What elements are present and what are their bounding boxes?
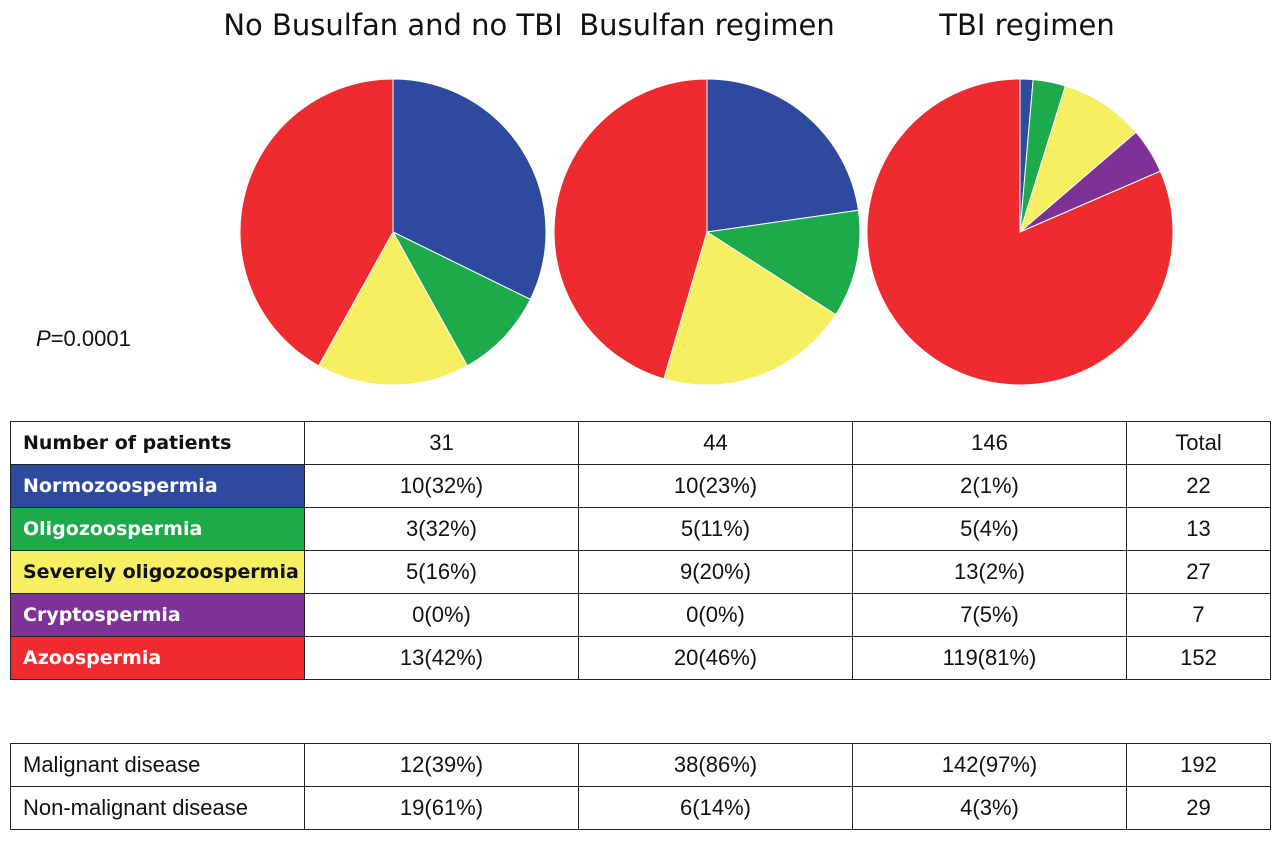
table-cell-total: 22 (1126, 464, 1271, 508)
table-cell: 5(16%) (304, 550, 579, 594)
table-cell-total: 192 (1126, 743, 1271, 787)
table-row-non-malignant: Non-malignant disease 19(61%) 6(14%) 4(3… (10, 786, 1271, 830)
disease-table: Malignant disease 12(39%) 38(86%) 142(97… (10, 743, 1271, 830)
row-label: Normozoospermia (10, 464, 305, 508)
header-cell-tbi: 146 (852, 421, 1127, 465)
table-cell: 2(1%) (852, 464, 1127, 508)
table-cell-total: 13 (1126, 507, 1271, 551)
table-cell: 0(0%) (304, 593, 579, 637)
pie-slice-azoospermia (239, 78, 394, 367)
pie-slice-normozoospermia (706, 78, 860, 233)
table-cell: 19(61%) (304, 786, 579, 830)
table-cell: 0(0%) (578, 593, 853, 637)
table-cell: 38(86%) (578, 743, 853, 787)
table-cell: 9(20%) (578, 550, 853, 594)
pie-tbi (866, 78, 1174, 386)
table-cell: 13(2%) (852, 550, 1127, 594)
pie-slice-azoospermia (553, 78, 708, 380)
row-label: Severely oligozoospermia (10, 550, 305, 594)
table-cell: 10(32%) (304, 464, 579, 508)
table-row-oligozoospermia: Oligozoospermia 3(32%) 5(11%) 5(4%) 13 (10, 507, 1271, 551)
pie-no-busulfan (239, 78, 547, 386)
table-cell: 6(14%) (578, 786, 853, 830)
row-label: Oligozoospermia (10, 507, 305, 551)
pie-busulfan (553, 78, 861, 386)
header-cell-total: Total (1126, 421, 1271, 465)
table-cell-total: 7 (1126, 593, 1271, 637)
header-cell-busulfan: 44 (578, 421, 853, 465)
pie-slice-severely-oligozoospermia (318, 230, 468, 386)
table-cell: 20(46%) (578, 636, 853, 680)
table-row-malignant: Malignant disease 12(39%) 38(86%) 142(97… (10, 743, 1271, 787)
table-cell-total: 27 (1126, 550, 1271, 594)
sperm-results-table: Number of patients 31 44 146 Total Normo… (10, 421, 1271, 680)
table-cell-total: 152 (1126, 636, 1271, 680)
pie-slice-oligozoospermia (391, 230, 532, 367)
table-cell: 4(3%) (852, 786, 1127, 830)
pie-title-no-busulfan: No Busulfan and no TBI (223, 8, 562, 42)
table-cell: 142(97%) (852, 743, 1127, 787)
table-cell: 3(32%) (304, 507, 579, 551)
table-header-row: Number of patients 31 44 146 Total (10, 421, 1271, 465)
row-label: Non-malignant disease (10, 786, 305, 830)
p-value-symbol: P (36, 326, 51, 351)
table-cell: 5(4%) (852, 507, 1127, 551)
header-cell-no-busulfan: 31 (304, 421, 579, 465)
table-cell-total: 29 (1126, 786, 1271, 830)
table-row-severely-oligozoospermia: Severely oligozoospermia 5(16%) 9(20%) 1… (10, 550, 1271, 594)
pie-slice-severely-oligozoospermia (1019, 85, 1137, 234)
table-cell: 5(11%) (578, 507, 853, 551)
table-row-azoospermia: Azoospermia 13(42%) 20(46%) 119(81%) 152 (10, 636, 1271, 680)
p-value-text: =0.0001 (50, 326, 131, 351)
header-label: Number of patients (10, 421, 305, 465)
row-label: Cryptospermia (10, 593, 305, 637)
table-cell: 10(23%) (578, 464, 853, 508)
p-value: P=0.0001 (36, 326, 131, 352)
table-cell: 13(42%) (304, 636, 579, 680)
row-label: Azoospermia (10, 636, 305, 680)
row-label: Malignant disease (10, 743, 305, 787)
pie-slice-severely-oligozoospermia (663, 231, 837, 386)
table-cell: 7(5%) (852, 593, 1127, 637)
pie-slice-normozoospermia (392, 78, 547, 301)
table-row-normozoospermia: Normozoospermia 10(32%) 10(23%) 2(1%) 22 (10, 464, 1271, 508)
table-cell: 119(81%) (852, 636, 1127, 680)
table-cell: 12(39%) (304, 743, 579, 787)
pie-slice-oligozoospermia (705, 209, 861, 316)
pie-title-tbi: TBI regimen (938, 8, 1114, 42)
pie-charts: No Busulfan and no TBI Busulfan regimen … (223, 8, 1174, 386)
pie-slice-azoospermia (866, 78, 1174, 386)
table-row-cryptospermia: Cryptospermia 0(0%) 0(0%) 7(5%) 7 (10, 593, 1271, 637)
pie-title-busulfan: Busulfan regimen (579, 8, 834, 42)
